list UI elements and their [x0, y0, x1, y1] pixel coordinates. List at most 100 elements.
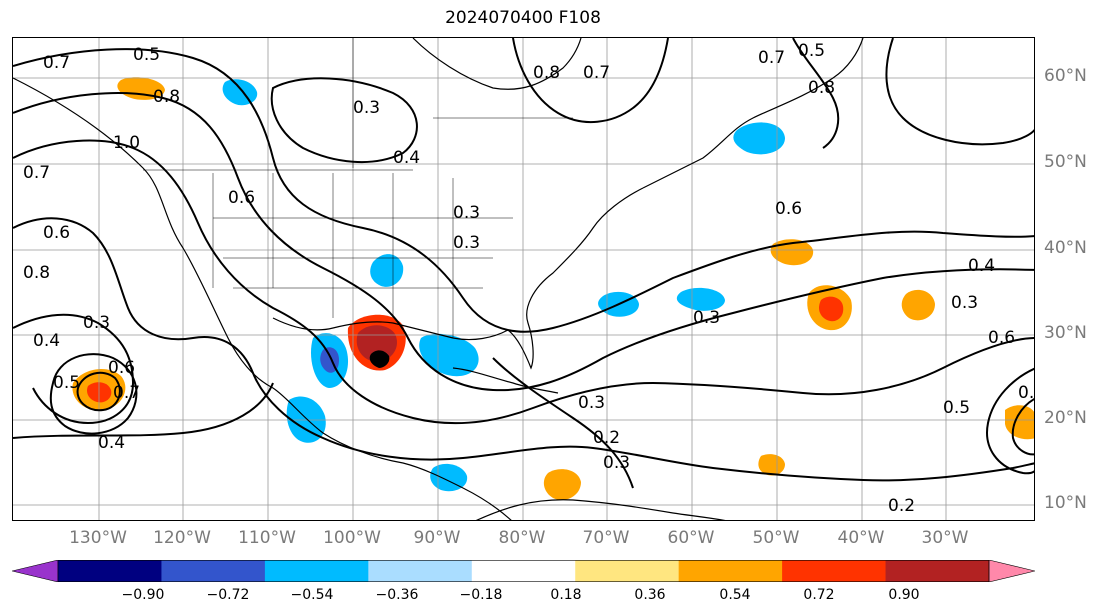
warm-anomaly-east	[1005, 405, 1034, 440]
lon-label-120w: 120°W	[153, 528, 211, 548]
coast-na-west	[13, 77, 512, 520]
contour-label: 0.6	[108, 358, 135, 378]
contour-label: 0.6	[43, 223, 70, 243]
hurricane-marker	[369, 350, 390, 368]
contour-label: 0.3	[83, 313, 110, 333]
colorbar	[12, 560, 1035, 582]
lat-label-30n: 30°N	[1044, 323, 1087, 343]
coast-hudson	[412, 38, 582, 90]
coast-sa	[475, 499, 726, 520]
contour-lines	[13, 38, 1034, 489]
contour-label: 0.7	[583, 63, 610, 83]
contour-label: 0.4	[98, 433, 125, 453]
coast-gulf	[272, 317, 509, 341]
lon-label-80w: 80°W	[498, 528, 546, 548]
contour-label: 0.5	[1018, 383, 1035, 403]
warm-anomaly-ne-pacific	[117, 77, 165, 100]
colorbar-tick: −0.90	[121, 587, 165, 603]
contour-label: 0.3	[603, 453, 630, 473]
warm-anomaly-car	[543, 469, 581, 501]
contour-label: 0.3	[353, 98, 380, 118]
lon-label-50w: 50°W	[752, 528, 800, 548]
contour-label: 0.8	[533, 63, 560, 83]
warm-anomaly-small	[758, 454, 785, 476]
map-title: 2024070400 F108	[445, 8, 601, 28]
lon-label-40w: 40°W	[837, 528, 885, 548]
contour-label: 0.4	[393, 148, 420, 168]
contour-label: 0.3	[951, 293, 978, 313]
lat-label-10n: 10°N	[1044, 493, 1087, 513]
lon-label-70w: 70°W	[582, 528, 630, 548]
colorbar-tick: −0.18	[459, 587, 503, 603]
graticule	[13, 38, 1034, 520]
colorbar-segment	[264, 560, 369, 582]
lon-label-60w: 60°W	[667, 528, 715, 548]
contour-label: 0.7	[43, 53, 70, 73]
cool-anomaly-newfoundland	[733, 122, 785, 155]
lat-label-60n: 60°N	[1044, 66, 1087, 86]
contour-label: 0.5	[798, 41, 825, 61]
colorbar-outline	[57, 560, 990, 582]
coast-florida	[507, 187, 644, 370]
cool-anomaly-caribbean	[430, 463, 468, 492]
warm-anomaly-atlantic-core	[819, 296, 844, 322]
lat-label-40n: 40°N	[1044, 238, 1087, 258]
colorbar-segment	[678, 560, 783, 582]
contour-label: 0.3	[693, 308, 720, 328]
colorbar-segment	[575, 560, 680, 582]
contour-label: 0.6	[228, 188, 255, 208]
contour-label: 0.6	[988, 328, 1015, 348]
colorbar-segment	[58, 560, 162, 582]
contour-label: 0.8	[153, 87, 180, 107]
political-borders	[143, 38, 573, 338]
colorbar-segment	[885, 560, 990, 582]
contour-label: 0.5	[943, 398, 970, 418]
contour-label: 0.2	[593, 428, 620, 448]
map-panel: 0.7 0.5 0.8 1.0 0.7 0.6 0.8 0.3 0.4 0.6 …	[12, 37, 1035, 521]
colorbar-tick: −0.36	[375, 587, 419, 603]
contour-label: 0.7	[23, 163, 50, 183]
cool-anomaly-atl-2	[676, 287, 725, 311]
colorbar-tick: 0.18	[550, 587, 582, 603]
lon-label-130w: 130°W	[69, 528, 127, 548]
contour-labels: 0.7 0.5 0.8 1.0 0.7 0.6 0.8 0.3 0.4 0.6 …	[23, 41, 1035, 516]
contour-label: 0.6	[775, 199, 802, 219]
colorbar-extend-low	[12, 560, 59, 582]
cool-anomaly-ne-pacific	[222, 79, 258, 106]
contour-label: 0.3	[578, 393, 605, 413]
contour-label: 0.7	[113, 383, 140, 403]
lon-label-30w: 30°W	[921, 528, 969, 548]
contour-label: 0.4	[968, 256, 995, 276]
shaded-anomalies	[72, 77, 1034, 501]
coast-cuba	[452, 367, 559, 394]
lat-label-20n: 20°N	[1044, 408, 1087, 428]
colorbar-segment	[368, 560, 473, 582]
contour-label: 0.8	[23, 263, 50, 283]
contour-label: 0.5	[133, 45, 160, 65]
lat-label-50n: 50°N	[1044, 152, 1087, 172]
lon-label-110w: 110°W	[238, 528, 296, 548]
colorbar-segments	[12, 560, 1035, 582]
warm-anomaly-gulf-core	[356, 325, 398, 362]
colorbar-tick: −0.54	[290, 587, 334, 603]
coast-ne	[642, 38, 864, 189]
contour-label: 0.2	[888, 496, 915, 516]
contour-label: 0.5	[53, 373, 80, 393]
contour-label: 0.8	[808, 78, 835, 98]
colorbar-tick: 0.54	[719, 587, 751, 603]
cool-anomaly-gulf-east	[419, 333, 479, 377]
colorbar-segment	[471, 560, 576, 582]
colorbar-extend-high	[988, 560, 1035, 582]
colorbar-tick: −0.72	[206, 587, 250, 603]
colorbar-segment	[161, 560, 266, 582]
contour-label: 0.7	[758, 48, 785, 68]
contour-label: 1.0	[113, 133, 140, 153]
contour-label: 0.3	[453, 203, 480, 223]
warm-anomaly-30w	[901, 289, 935, 321]
colorbar-tick: 0.90	[888, 587, 920, 603]
lon-label-100w: 100°W	[323, 528, 381, 548]
colorbar-segment	[782, 560, 887, 582]
colorbar-tick: 0.72	[803, 587, 835, 603]
contour-label: 0.3	[453, 233, 480, 253]
map-canvas: 0.7 0.5 0.8 1.0 0.7 0.6 0.8 0.3 0.4 0.6 …	[13, 38, 1035, 520]
